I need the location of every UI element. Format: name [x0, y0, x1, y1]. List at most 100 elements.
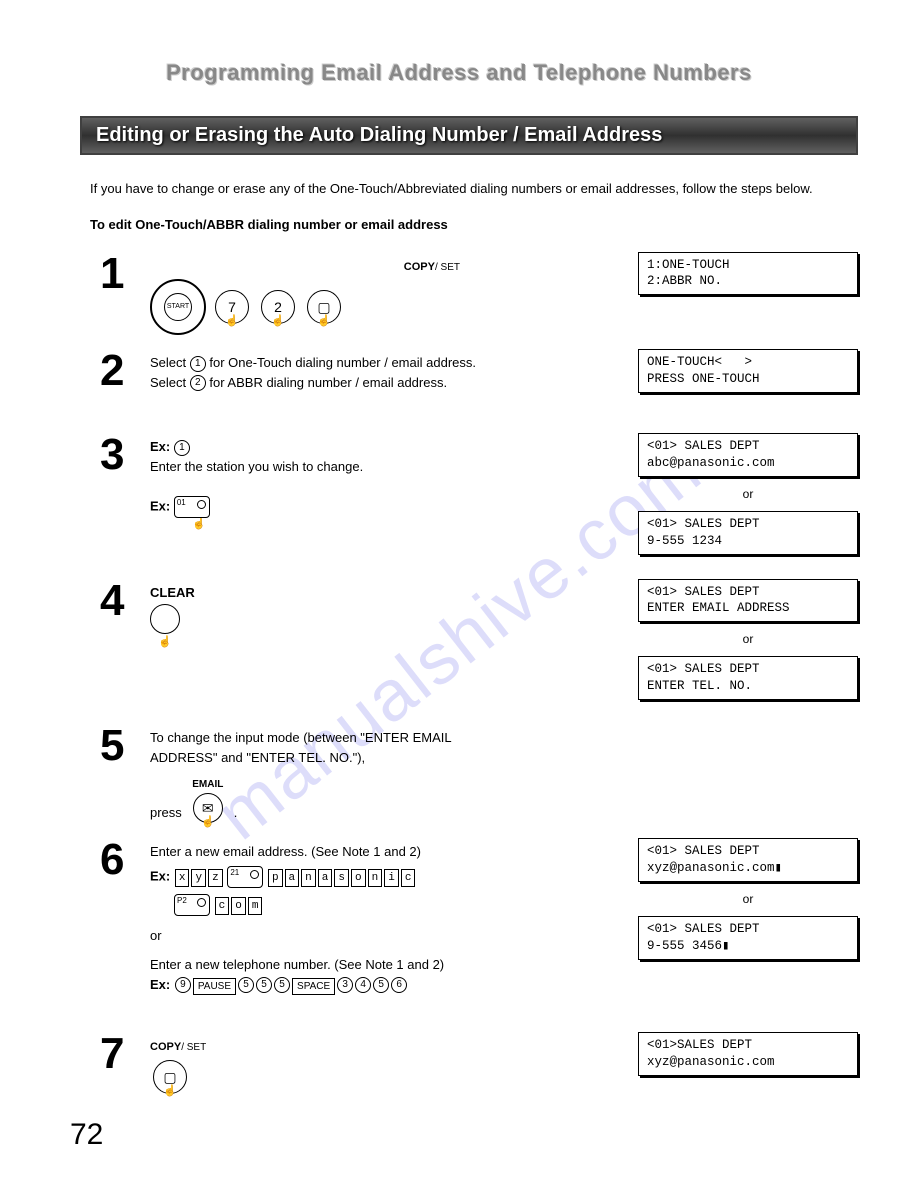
ex-label: Ex:: [150, 439, 170, 454]
lcd-display: <01> SALES DEPT ENTER EMAIL ADDRESS: [638, 579, 858, 623]
step-number: 5: [100, 724, 150, 768]
press-hand-icon: ☝: [317, 305, 331, 337]
lcd-display: <01> SALES DEPT xyz@panasonic.com▮: [638, 838, 858, 882]
step-number: 3: [100, 433, 150, 477]
char-sequence: com: [214, 896, 264, 911]
step-number: 1: [100, 252, 150, 296]
text: Select: [150, 375, 190, 390]
lcd-column: <01>SALES DEPT xyz@panasonic.com: [638, 1032, 858, 1086]
char-key: o: [351, 869, 366, 888]
copy-label: COPY/ SET: [150, 1041, 206, 1053]
seq-key: 5: [256, 977, 272, 993]
seq-key: 3: [337, 977, 353, 993]
ex-label: Ex:: [150, 977, 170, 992]
page-title: Programming Email Address and Telephone …: [60, 60, 858, 86]
step-number: 6: [100, 838, 150, 882]
lcd-display: <01> SALES DEPT abc@panasonic.com: [638, 433, 858, 477]
circled-2: 2: [190, 375, 206, 391]
dial-wheel-icon: START: [150, 279, 206, 335]
text: for ABBR dialing number / email address.: [206, 375, 447, 390]
step-4: 4 CLEAR ☝ <01> SALES DEPT ENTER EMAIL AD…: [100, 579, 858, 711]
seq-key: 5: [238, 977, 254, 993]
text: Enter a new telephone number. (See Note …: [150, 957, 444, 972]
step-body: COPY/ SET ▢☝: [150, 1032, 510, 1094]
step-number: 7: [100, 1032, 150, 1076]
lcd-display: <01> SALES DEPT 9-555 3456▮: [638, 916, 858, 960]
char-key: x: [175, 869, 190, 888]
char-key: m: [248, 897, 263, 916]
seq-key: SPACE: [292, 978, 335, 995]
step-1: 1 COPY/ SET START 7☝ 2☝ ▢☝ 1:ONE-TOUCH 2…: [100, 252, 858, 336]
or-text: or: [150, 926, 500, 946]
or-text: or: [638, 487, 858, 501]
seq-key: 5: [373, 977, 389, 993]
subhead: To edit One-Touch/ABBR dialing number or…: [90, 217, 858, 232]
press-hand-icon: ☝: [192, 516, 500, 533]
clear-label: CLEAR: [150, 585, 195, 600]
step-body: Enter a new email address. (See Note 1 a…: [150, 838, 510, 995]
ex-label: Ex:: [150, 868, 170, 883]
dot: .: [234, 803, 238, 823]
page-number: 72: [70, 1118, 103, 1152]
steps-container: 1 COPY/ SET START 7☝ 2☝ ▢☝ 1:ONE-TOUCH 2…: [100, 252, 858, 1103]
lcd-column: <01> SALES DEPT ENTER EMAIL ADDRESS or <…: [638, 579, 858, 711]
seq-key: 6: [391, 977, 407, 993]
char-key: y: [191, 869, 206, 888]
lcd-display: ONE-TOUCH< > PRESS ONE-TOUCH: [638, 349, 858, 393]
step-number: 2: [100, 349, 150, 393]
ex-label: Ex:: [150, 498, 170, 513]
text: Enter a new email address. (See Note 1 a…: [150, 844, 421, 859]
step-body: COPY/ SET START 7☝ 2☝ ▢☝: [150, 252, 510, 336]
key-sequence: 9PAUSE555SPACE3456: [174, 977, 408, 992]
char-key: s: [334, 869, 349, 888]
seq-key: 5: [274, 977, 290, 993]
step-5: 5 To change the input mode (between "ENT…: [100, 724, 858, 824]
text: To change the input mode (between "ENTER…: [150, 730, 451, 765]
char-key: o: [231, 897, 246, 916]
press-hand-icon: ☝: [158, 634, 500, 651]
char-key: c: [401, 869, 416, 888]
char-sequence: xyz: [174, 868, 224, 883]
text: Enter the station you wish to change.: [150, 459, 363, 474]
char-key: a: [285, 869, 300, 888]
char-key: n: [301, 869, 316, 888]
press-hand-icon: ☝: [201, 808, 215, 836]
step-2: 2 Select 1 for One-Touch dialing number …: [100, 349, 858, 419]
step-7: 7 COPY/ SET ▢☝ <01>SALES DEPT xyz@panaso…: [100, 1032, 858, 1102]
step-body: To change the input mode (between "ENTER…: [150, 724, 510, 823]
step-body: Select 1 for One-Touch dialing number / …: [150, 349, 510, 392]
step-6: 6 Enter a new email address. (See Note 1…: [100, 838, 858, 1018]
press-hand-icon: ☝: [271, 305, 285, 337]
intro-text: If you have to change or erase any of th…: [90, 179, 858, 199]
press-hand-icon: ☝: [225, 305, 239, 337]
press-label: press: [150, 803, 182, 823]
key-2: 2☝: [261, 290, 295, 324]
press-hand-icon: ☝: [163, 1075, 177, 1107]
circled-1: 1: [174, 440, 190, 456]
lcd-display: 1:ONE-TOUCH 2:ABBR NO.: [638, 252, 858, 296]
lcd-column: 1:ONE-TOUCH 2:ABBR NO.: [638, 252, 858, 306]
step-body: Ex: 1 Enter the station you wish to chan…: [150, 433, 510, 532]
lcd-display: <01> SALES DEPT ENTER TEL. NO.: [638, 656, 858, 700]
seq-key: 4: [355, 977, 371, 993]
lcd-display: <01> SALES DEPT 9-555 1234: [638, 511, 858, 555]
char-key: a: [318, 869, 333, 888]
step-number: 4: [100, 579, 150, 623]
char-key: z: [208, 869, 223, 888]
text: for One-Touch dialing number / email add…: [206, 355, 476, 370]
key-7: 7☝: [215, 290, 249, 324]
or-text: or: [638, 632, 858, 646]
key-p2: P2: [174, 894, 210, 916]
button-row: START 7☝ 2☝ ▢☝: [150, 279, 500, 335]
char-key: i: [384, 869, 399, 888]
seq-key: PAUSE: [193, 978, 236, 995]
char-sequence: panasonic: [267, 868, 416, 883]
step-body: CLEAR ☝: [150, 579, 510, 651]
circled-1: 1: [190, 356, 206, 372]
lcd-column: <01> SALES DEPT abc@panasonic.com or <01…: [638, 433, 858, 565]
copy-label: COPY/ SET: [404, 261, 460, 273]
email-key-icon: ✉☝: [193, 793, 223, 823]
lcd-column: <01> SALES DEPT xyz@panasonic.com▮ or <0…: [638, 838, 858, 970]
email-label: EMAIL: [192, 779, 223, 790]
seq-key: 9: [175, 977, 191, 993]
